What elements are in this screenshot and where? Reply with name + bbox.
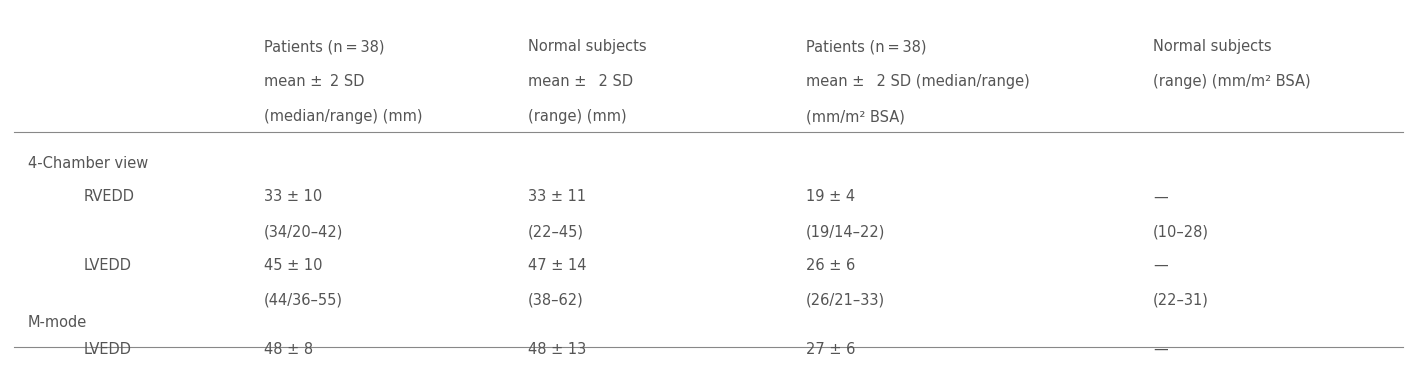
Text: (mm/m² BSA): (mm/m² BSA) (806, 109, 904, 124)
Text: (median/range) (mm): (median/range) (mm) (264, 109, 422, 124)
Text: (19/14–22): (19/14–22) (806, 224, 886, 240)
Text: 27 ± 6: 27 ± 6 (806, 341, 854, 357)
Text: 26 ± 6: 26 ± 6 (806, 258, 854, 273)
Text: mean ±   2 SD: mean ± 2 SD (529, 74, 633, 89)
Text: 33 ± 11: 33 ± 11 (529, 189, 587, 205)
Text: 48 ± 13: 48 ± 13 (529, 341, 587, 357)
Text: 33 ± 10: 33 ± 10 (264, 189, 323, 205)
Text: (38–62): (38–62) (529, 293, 584, 308)
Text: Patients (n = 38): Patients (n = 38) (264, 39, 384, 54)
Text: —: — (1153, 189, 1168, 205)
Text: Normal subjects: Normal subjects (1153, 39, 1271, 54)
Text: LVEDD: LVEDD (84, 258, 132, 273)
Text: (22–45): (22–45) (529, 224, 584, 240)
Text: LVEDD: LVEDD (84, 341, 132, 357)
Text: M-mode: M-mode (28, 315, 88, 330)
Text: —: — (1153, 258, 1168, 273)
Text: (34/20–42): (34/20–42) (264, 224, 343, 240)
Text: (44/36–55): (44/36–55) (264, 293, 343, 308)
Text: RVEDD: RVEDD (84, 189, 135, 205)
Text: (22–31): (22–31) (1153, 293, 1209, 308)
Text: 19 ± 4: 19 ± 4 (806, 189, 854, 205)
Text: 47 ± 14: 47 ± 14 (529, 258, 587, 273)
Text: mean ±  2 SD: mean ± 2 SD (264, 74, 364, 89)
Text: (range) (mm): (range) (mm) (529, 109, 626, 124)
Text: mean ±   2 SD (median/range): mean ± 2 SD (median/range) (806, 74, 1030, 89)
Text: —: — (1153, 341, 1168, 357)
Text: (26/21–33): (26/21–33) (806, 293, 884, 308)
Text: 48 ± 8: 48 ± 8 (264, 341, 313, 357)
Text: Normal subjects: Normal subjects (529, 39, 646, 54)
Text: (10–28): (10–28) (1153, 224, 1209, 240)
Text: (range) (mm/m² BSA): (range) (mm/m² BSA) (1153, 74, 1311, 89)
Text: 4-Chamber view: 4-Chamber view (28, 156, 149, 171)
Text: Patients (n = 38): Patients (n = 38) (806, 39, 927, 54)
Text: 45 ± 10: 45 ± 10 (264, 258, 323, 273)
